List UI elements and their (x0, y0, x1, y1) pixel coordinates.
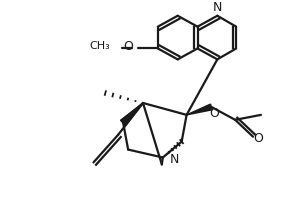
Polygon shape (187, 104, 212, 115)
Text: O: O (253, 132, 263, 145)
Text: N: N (170, 153, 179, 166)
Text: N: N (213, 1, 222, 14)
Polygon shape (121, 103, 143, 125)
Text: O: O (123, 40, 133, 53)
Text: CH₃: CH₃ (89, 42, 110, 52)
Text: O: O (209, 107, 219, 120)
Polygon shape (121, 103, 143, 125)
